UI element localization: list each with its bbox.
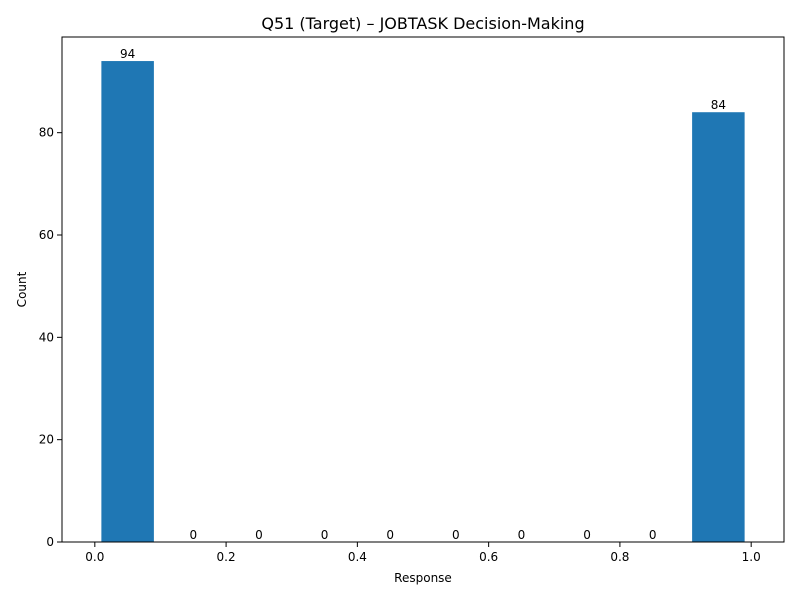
x-tick-label-3: 0.6 <box>479 550 498 564</box>
plot-frame <box>61 36 785 543</box>
bar-value-label-5: 0 <box>452 528 460 542</box>
x-tick-label-4: 0.8 <box>610 550 629 564</box>
bar-value-label-6: 0 <box>518 528 526 542</box>
y-tick-label-3: 60 <box>39 228 54 242</box>
chart-title: Q51 (Target) – JOBTASK Decision-Making <box>261 14 584 33</box>
x-axis-label: Response <box>394 571 452 585</box>
x-tick-label-0: 0.0 <box>85 550 104 564</box>
x-axis: 0.0 0.2 0.4 0.6 0.8 1.0 <box>85 542 761 564</box>
bar-value-label-3: 0 <box>321 528 329 542</box>
bar-value-label-2: 0 <box>255 528 263 542</box>
y-axis: 0 20 40 60 80 <box>39 126 62 549</box>
x-tick-label-1: 0.2 <box>217 550 236 564</box>
bar-value-label-9: 84 <box>711 98 726 112</box>
bar-value-label-0: 94 <box>120 47 135 61</box>
bar-9 <box>692 112 745 543</box>
y-tick-label-0: 0 <box>46 535 54 549</box>
bar-value-label-7: 0 <box>583 528 591 542</box>
x-tick-label-2: 0.4 <box>348 550 367 564</box>
bar-value-label-1: 0 <box>189 528 197 542</box>
x-tick-label-5: 1.0 <box>742 550 761 564</box>
bar-0 <box>101 61 154 543</box>
bars-group <box>101 61 745 543</box>
y-tick-label-2: 40 <box>39 330 54 344</box>
bar-value-label-8: 0 <box>649 528 657 542</box>
bar-value-label-4: 0 <box>386 528 394 542</box>
y-axis-label: Count <box>15 271 29 307</box>
y-tick-label-1: 20 <box>39 433 54 447</box>
data-labels-group: 94 0 0 0 0 0 0 0 0 84 <box>120 47 726 542</box>
y-tick-label-4: 80 <box>39 126 54 140</box>
